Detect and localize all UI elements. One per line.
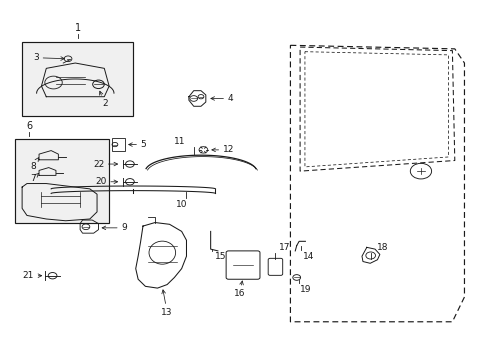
Text: 10: 10 xyxy=(176,200,187,209)
Text: 17: 17 xyxy=(279,243,290,252)
Text: 14: 14 xyxy=(302,252,313,261)
Text: 3: 3 xyxy=(33,53,64,62)
Text: 21: 21 xyxy=(23,271,41,280)
Text: 15: 15 xyxy=(214,252,225,261)
Text: 18: 18 xyxy=(376,243,387,252)
Text: 22: 22 xyxy=(93,159,117,168)
Text: 4: 4 xyxy=(210,94,233,103)
Text: 20: 20 xyxy=(95,177,117,186)
Bar xyxy=(22,42,133,116)
Text: 11: 11 xyxy=(173,136,184,145)
Bar xyxy=(15,139,109,222)
Text: 1: 1 xyxy=(75,23,81,32)
Text: 12: 12 xyxy=(211,145,234,154)
Bar xyxy=(111,138,125,151)
Text: 6: 6 xyxy=(26,121,32,131)
Text: 8: 8 xyxy=(30,158,39,171)
Text: 9: 9 xyxy=(102,223,127,232)
Text: 5: 5 xyxy=(128,140,146,149)
Text: 7: 7 xyxy=(30,174,39,184)
Text: 2: 2 xyxy=(99,91,107,108)
Text: 16: 16 xyxy=(233,281,245,298)
Text: 19: 19 xyxy=(300,284,311,293)
Text: 13: 13 xyxy=(161,290,173,316)
